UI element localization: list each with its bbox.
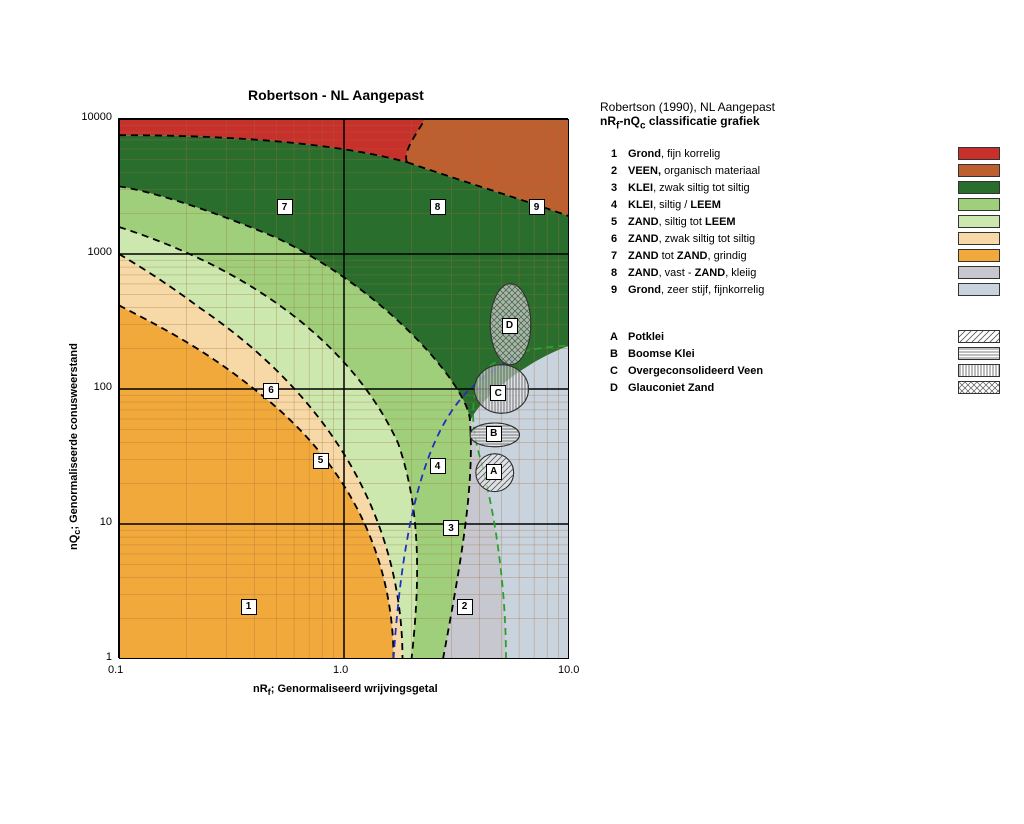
legend-row: 2VEEN, organisch materiaal: [600, 162, 1000, 179]
legend-swatch: [958, 283, 1000, 296]
legend-swatch: [958, 266, 1000, 279]
legend-swatch: [958, 347, 1000, 360]
y-tick: 10: [100, 516, 112, 528]
zone-label-C: C: [490, 385, 506, 401]
zone-label-4: 4: [430, 458, 446, 474]
x-tick: 0.1: [108, 664, 123, 676]
zone-label-9: 9: [529, 199, 545, 215]
y-tick: 1: [106, 651, 112, 663]
legend-row: 6ZAND, zwak siltig tot siltig: [600, 230, 1000, 247]
legend-swatch: [958, 164, 1000, 177]
x-tick: 1.0: [333, 664, 348, 676]
y-tick: 10000: [81, 111, 112, 123]
y-tick: 100: [94, 381, 112, 393]
legend-row: 1Grond, fijn korrelig: [600, 145, 1000, 162]
legend-swatch: [958, 330, 1000, 343]
legend-row: 3KLEI, zwak siltig tot siltig: [600, 179, 1000, 196]
legend-row: APotklei: [600, 328, 1000, 345]
legend-row: BBoomse Klei: [600, 345, 1000, 362]
legend-row: 5ZAND, siltig tot LEEM: [600, 213, 1000, 230]
legend-row: 9Grond, zeer stijf, fijnkorrelig: [600, 281, 1000, 298]
zone-label-3: 3: [443, 520, 459, 536]
zone-label-A: A: [486, 464, 502, 480]
legend-row: 7ZAND tot ZAND, grindig: [600, 247, 1000, 264]
zone-label-1: 1: [241, 599, 257, 615]
x-axis-label: nRf; Genormaliseerd wrijvingsgetal: [253, 683, 438, 697]
chart-title: Robertson - NL Aangepast: [248, 87, 424, 103]
legend-swatch: [958, 147, 1000, 160]
zone-label-D: D: [502, 318, 518, 334]
legend-row: DGlauconiet Zand: [600, 379, 1000, 396]
zone-label-8: 8: [430, 199, 446, 215]
zone-label-6: 6: [263, 383, 279, 399]
legend-row: COvergeconsolideerd Veen: [600, 362, 1000, 379]
legend-swatch: [958, 249, 1000, 262]
legend-swatch: [958, 215, 1000, 228]
x-tick: 10.0: [558, 664, 579, 676]
y-tick: 1000: [88, 246, 112, 258]
zone-label-2: 2: [457, 599, 473, 615]
legend-swatch: [958, 181, 1000, 194]
legend-header-2: nRf-nQc classificatie grafiek: [600, 114, 1000, 131]
legend-swatch: [958, 232, 1000, 245]
legend-swatch: [958, 364, 1000, 377]
legend: Robertson (1990), NL AangepastnRf-nQc cl…: [600, 100, 1000, 396]
zone-label-5: 5: [313, 453, 329, 469]
zone-label-B: B: [486, 426, 502, 442]
legend-row: 8ZAND, vast - ZAND, kleiig: [600, 264, 1000, 281]
y-axis-label: nQc; Genormaliseerde conusweerstand: [68, 343, 82, 550]
legend-header-1: Robertson (1990), NL Aangepast: [600, 100, 1000, 114]
legend-row: 4KLEI, siltig / LEEM: [600, 196, 1000, 213]
legend-swatch: [958, 381, 1000, 394]
zone-label-7: 7: [277, 199, 293, 215]
legend-swatch: [958, 198, 1000, 211]
